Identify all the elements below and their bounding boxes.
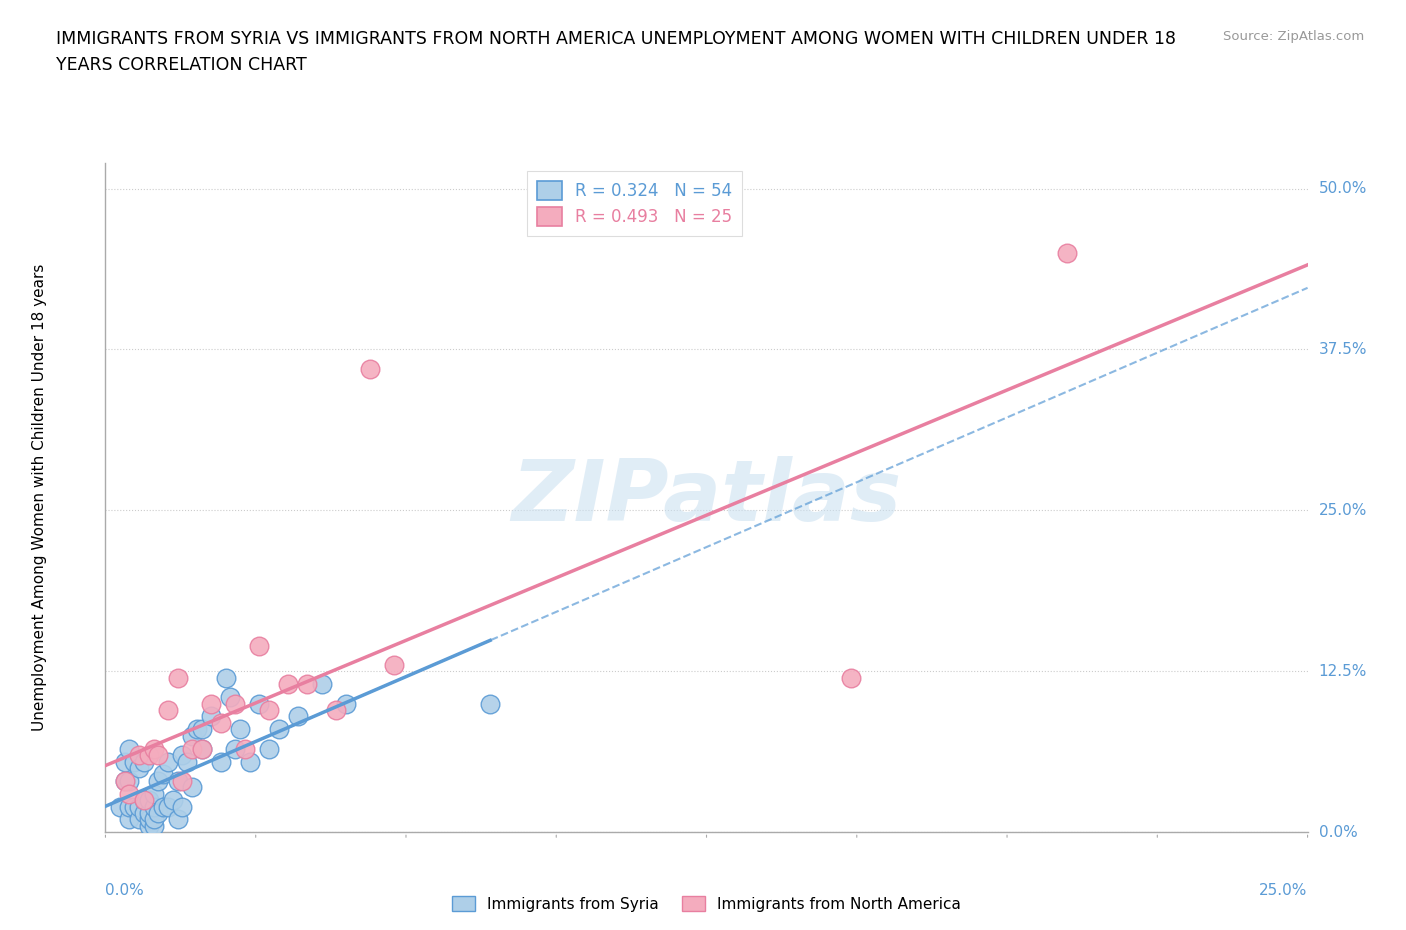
Point [162,792,184,807]
Text: 25.0%: 25.0% [1260,883,1308,897]
Point [277,677,299,692]
Point [209,715,232,730]
Point [138,748,160,763]
Point [138,792,160,807]
Point [172,774,194,789]
Point [335,697,357,711]
Text: 12.5%: 12.5% [1319,664,1367,679]
Point [190,741,212,756]
Point [247,638,270,653]
Point [124,754,146,769]
Point [214,671,236,685]
Point [142,786,165,801]
Point [118,741,141,756]
Point [132,805,155,820]
Point [287,709,309,724]
Point [839,671,862,685]
Point [359,362,381,377]
Point [267,722,290,737]
Point [229,722,252,737]
Point [114,754,136,769]
Point [233,741,256,756]
Point [114,774,136,789]
Point [128,748,150,763]
Text: 25.0%: 25.0% [1319,503,1367,518]
Point [382,658,405,672]
Point [190,741,212,756]
Point [247,697,270,711]
Point [128,761,150,776]
Point [172,748,194,763]
Point [128,812,150,827]
Point [118,812,141,827]
Point [186,722,208,737]
Point [209,754,232,769]
Point [118,799,141,814]
Text: 0.0%: 0.0% [1319,825,1357,840]
Point [124,799,146,814]
Point [108,799,131,814]
Point [142,812,165,827]
Point [479,697,502,711]
Text: 37.5%: 37.5% [1319,342,1367,357]
Point [142,818,165,833]
Point [138,818,160,833]
Point [118,774,141,789]
Point [148,805,170,820]
Point [166,812,188,827]
Text: 50.0%: 50.0% [1319,181,1367,196]
Point [148,774,170,789]
Point [132,754,155,769]
Point [257,741,280,756]
Point [148,748,170,763]
Point [181,741,204,756]
Point [156,702,179,717]
Point [325,702,347,717]
Text: YEARS CORRELATION CHART: YEARS CORRELATION CHART [56,56,307,73]
Text: Source: ZipAtlas.com: Source: ZipAtlas.com [1223,30,1364,43]
Point [257,702,280,717]
Point [172,799,194,814]
Point [152,767,174,782]
Point [219,690,242,705]
Point [114,774,136,789]
Text: IMMIGRANTS FROM SYRIA VS IMMIGRANTS FROM NORTH AMERICA UNEMPLOYMENT AMONG WOMEN : IMMIGRANTS FROM SYRIA VS IMMIGRANTS FROM… [56,30,1177,47]
Point [200,697,222,711]
Point [176,754,198,769]
Point [132,792,155,807]
Text: Unemployment Among Women with Children Under 18 years: Unemployment Among Women with Children U… [32,264,46,731]
Point [156,754,179,769]
Point [128,799,150,814]
Point [239,754,262,769]
Point [132,792,155,807]
Point [152,799,174,814]
Text: 0.0%: 0.0% [105,883,145,897]
Point [224,697,246,711]
Point [138,805,160,820]
Legend: Immigrants from Syria, Immigrants from North America: Immigrants from Syria, Immigrants from N… [453,896,960,911]
Point [142,799,165,814]
Point [311,677,333,692]
Point [138,812,160,827]
Point [166,671,188,685]
Point [118,786,141,801]
Point [190,722,212,737]
Point [181,728,204,743]
Point [297,677,319,692]
Point [156,799,179,814]
Point [1056,246,1078,260]
Point [224,741,246,756]
Point [181,780,204,795]
Text: ZIPatlas: ZIPatlas [512,456,901,539]
Point [166,774,188,789]
Point [142,741,165,756]
Point [200,709,222,724]
